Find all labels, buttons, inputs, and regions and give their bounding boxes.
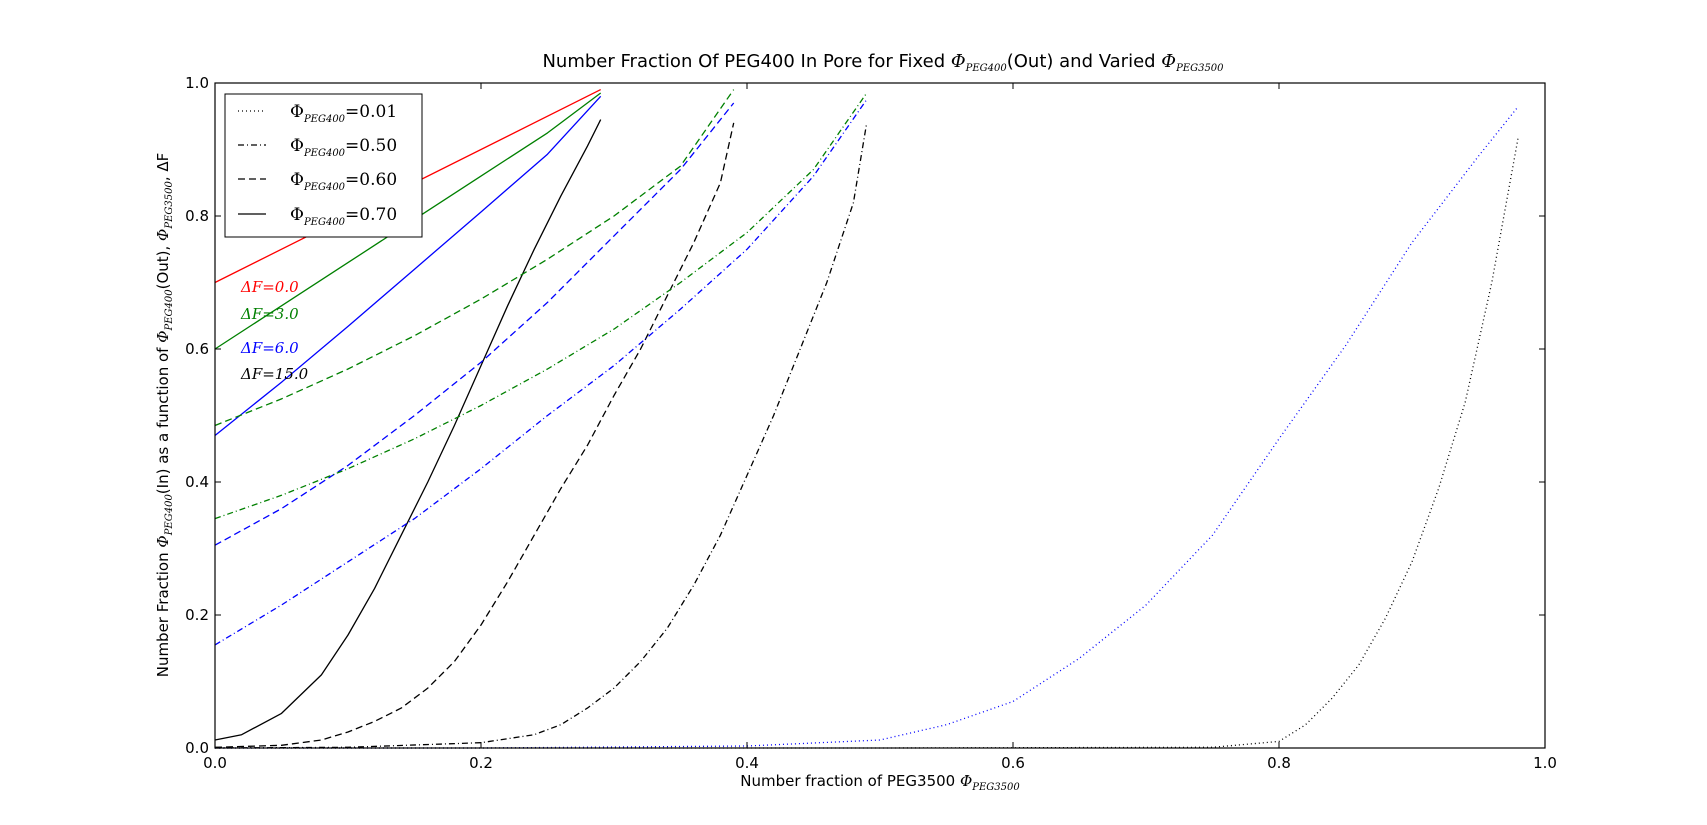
series-line-5 (214, 89, 735, 427)
legend-value-1: =0.01 (345, 102, 397, 122)
x-tick-label: 0.0 (203, 754, 227, 772)
legend-sub-1: PEG400 (303, 114, 346, 125)
annotation-df-0: ΔF=0.0 (240, 278, 299, 296)
ylabel-phi-1: Φ (154, 535, 172, 547)
ticks-layer: 0.0 0.2 0.4 0.6 0.8 1.0 0.0 0.2 0.4 0.6 0.8 1.0 (185, 74, 1557, 772)
x-tick-label: 0.2 (469, 754, 493, 772)
legend-box (224, 93, 423, 238)
legend-entry-dashed: ΦPEG400=0.60 (238, 170, 397, 193)
ylabel-phi-3: Φ (154, 229, 172, 241)
xlabel-sub: PEG3500 (971, 782, 1020, 793)
series-line-9 (214, 99, 868, 646)
series-line-3 (214, 95, 602, 437)
legend-sub-4: PEG400 (303, 217, 346, 228)
legend-value-3: =0.60 (345, 170, 397, 190)
series-line-4 (214, 119, 602, 741)
title-part-2: (Out) and Varied (1007, 51, 1162, 72)
legend-value-2: =0.50 (345, 136, 397, 156)
annotations: ΔF=0.0 ΔF=3.0 ΔF=6.0 ΔF=15.0 (240, 278, 309, 383)
x-tick-label: 0.6 (1001, 754, 1025, 772)
ylabel-phi-2: Φ (154, 330, 172, 342)
legend-phi-1: Φ (290, 102, 304, 122)
y-axis-label: Number Fraction ΦPEG400(In) as a functio… (154, 153, 175, 678)
ylabel-sub-1: PEG400 (164, 494, 175, 537)
ylabel-part-1: Number Fraction (154, 548, 172, 678)
legend-sub-2: PEG400 (303, 148, 346, 159)
legend-entry-dotted: ΦPEG400=0.01 (238, 102, 397, 125)
annotation-df-15: ΔF=15.0 (240, 365, 309, 383)
y-tick-label: 0.0 (185, 739, 209, 757)
y-tick-label: 0.2 (185, 606, 209, 624)
legend-label-dashdot: ΦPEG400=0.50 (290, 136, 397, 159)
x-tick-label: 0.4 (735, 754, 759, 772)
legend-label-solid: ΦPEG400=0.70 (290, 205, 397, 228)
series-line-6 (214, 102, 735, 546)
y-tick-label: 0.4 (185, 473, 209, 491)
legend-sub-3: PEG400 (303, 182, 346, 193)
y-tick-label: 0.6 (185, 340, 209, 358)
annotation-df-3: ΔF=3.0 (240, 305, 299, 323)
ylabel-part-2: (In) as a function of (154, 343, 172, 494)
series-line-10 (214, 122, 868, 749)
x-tick-label: 1.0 (1533, 754, 1557, 772)
y-tick-label: 0.8 (185, 207, 209, 225)
series-line-12 (215, 136, 1520, 749)
ylabel-sub-2: PEG400 (164, 289, 175, 332)
xlabel-text: Number fraction of PEG3500 (740, 772, 960, 790)
y-tick-label: 1.0 (185, 74, 209, 92)
legend-phi-2: Φ (290, 136, 304, 156)
title-sub-1: PEG400 (965, 63, 1008, 74)
legend-entry-dashdot: ΦPEG400=0.50 (238, 136, 397, 159)
ylabel-part-4: , ΔF (154, 153, 172, 181)
x-axis-label: Number fraction of PEG3500 ΦPEG3500 (740, 772, 1020, 793)
title-phi-2: Φ (1161, 51, 1176, 72)
series-line-8 (214, 92, 868, 520)
ylabel-part-3: (Out), (154, 241, 172, 289)
chart-title: Number Fraction Of PEG400 In Pore for Fi… (542, 51, 1224, 74)
legend-label-dotted: ΦPEG400=0.01 (290, 102, 397, 125)
legend-value-4: =0.70 (345, 205, 397, 225)
title-phi-1: Φ (951, 51, 966, 72)
title-part-1: Number Fraction Of PEG400 In Pore for Fi… (542, 51, 950, 72)
x-tick-label: 0.8 (1267, 754, 1291, 772)
ylabel-sub-3: PEG3500 (164, 181, 175, 230)
annotation-df-6: ΔF=6.0 (240, 339, 299, 357)
title-sub-2: PEG3500 (1175, 63, 1224, 74)
xlabel-phi: Φ (960, 772, 972, 790)
legend-entry-solid: ΦPEG400=0.70 (238, 205, 397, 228)
legend-label-dashed: ΦPEG400=0.60 (290, 170, 397, 193)
legend-phi-4: Φ (290, 205, 304, 225)
legend: ΦPEG400=0.01 ΦPEG400=0.50 ΦPEG400=0.60 Φ… (224, 93, 423, 238)
legend-phi-3: Φ (290, 170, 304, 190)
plot-frame (214, 82, 1546, 749)
series-line-7 (214, 122, 735, 748)
